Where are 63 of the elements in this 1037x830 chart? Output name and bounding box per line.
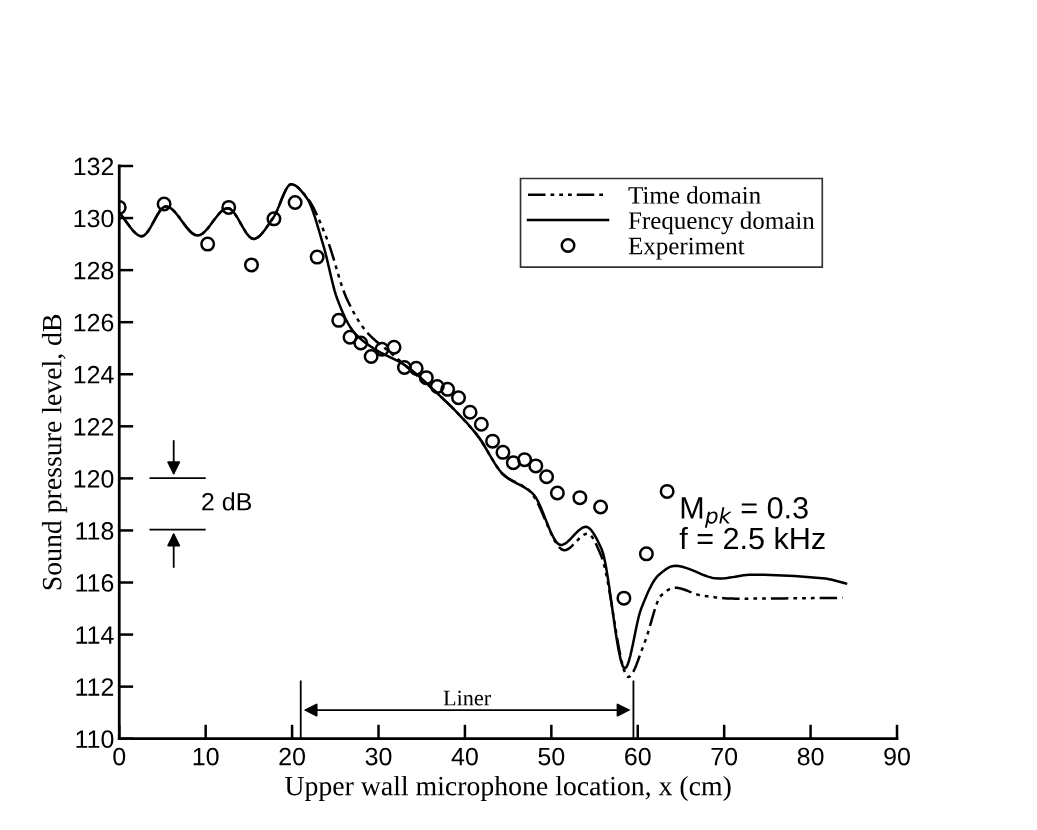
point: [473, 416, 489, 432]
point: [309, 249, 325, 265]
x-tick-label: 80: [797, 747, 824, 766]
point: [495, 444, 511, 460]
point: [572, 490, 588, 506]
point: [200, 236, 216, 252]
y-tick-label: 120: [74, 469, 114, 488]
point: [638, 546, 654, 562]
x-axis-title: Upper wall microphone location, x (cm): [285, 775, 731, 802]
annotation: Liner: [443, 690, 491, 706]
annotation: M$_{pk}$ = 0.3: [681, 497, 808, 528]
legend-label: Time domain: [628, 186, 761, 204]
point: [418, 370, 434, 386]
point: [517, 452, 533, 468]
point: [342, 329, 358, 345]
y-tick-label: 126: [74, 313, 114, 332]
point: [243, 257, 259, 273]
point: [539, 469, 555, 485]
point: [396, 359, 412, 375]
legend-label: Experiment: [628, 237, 745, 260]
y-tick-label: 112: [76, 678, 114, 696]
x-tick-label: 40: [451, 747, 478, 766]
point: [616, 590, 632, 606]
y-tick-label: 128: [74, 261, 114, 280]
point: [266, 211, 282, 227]
legend-label: Frequency domain: [628, 211, 815, 235]
point: [408, 360, 424, 376]
point: [331, 312, 347, 328]
y-tick-label: 118: [76, 522, 114, 540]
y-tick-label: 130: [74, 209, 114, 228]
point: [363, 349, 379, 365]
point: [451, 390, 467, 406]
point: [505, 455, 521, 471]
point: [287, 194, 303, 210]
y-tick-label: 122: [74, 417, 114, 436]
annotation: 2 dB: [202, 492, 252, 511]
x-tick-label: 0: [113, 747, 126, 766]
point: [156, 196, 172, 212]
x-tick-label: 60: [625, 747, 651, 766]
y-tick-label: 114: [76, 626, 114, 644]
point: [462, 404, 478, 420]
x-tick-label: 10: [193, 747, 219, 766]
x-tick-label: 70: [711, 747, 738, 766]
point: [549, 485, 565, 501]
y-tick-label: 124: [74, 365, 114, 384]
point: [374, 341, 390, 357]
point: [221, 199, 237, 215]
point: [429, 378, 445, 394]
x-tick-label: 30: [365, 747, 392, 766]
point: [593, 499, 609, 515]
x-tick-label: 20: [279, 747, 306, 766]
x-tick-label: 50: [538, 747, 565, 766]
y-tick-label: 132: [74, 157, 114, 176]
point: [440, 381, 456, 397]
point: [485, 433, 501, 449]
point: [386, 339, 402, 355]
point: [353, 335, 369, 351]
y-axis-title: Sound pressure level, dB: [41, 314, 68, 590]
x-tick-label: 90: [884, 747, 910, 766]
y-tick-label: 110: [76, 730, 114, 748]
y-tick-label: 116: [76, 574, 114, 592]
point: [528, 458, 544, 474]
point: [659, 483, 675, 499]
